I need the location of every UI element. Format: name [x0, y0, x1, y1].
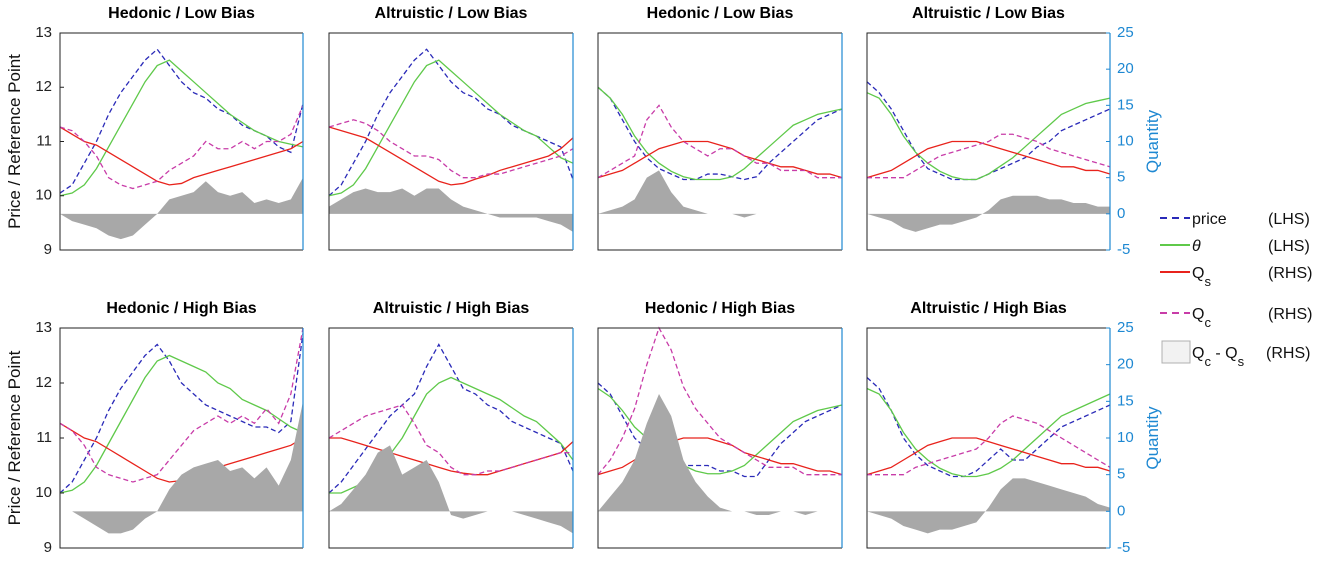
legend-label-part: s — [1204, 274, 1211, 289]
axis-frame — [866, 327, 1110, 549]
y2-tick-label: 10 — [1117, 132, 1134, 149]
series-line — [328, 59, 574, 197]
legend-side: (LHS) — [1268, 211, 1310, 228]
y2-tick-label: 25 — [1117, 319, 1134, 336]
difference-area — [329, 445, 573, 534]
series-line — [59, 126, 304, 186]
legend-swatch — [1161, 340, 1191, 364]
series-line — [867, 415, 1111, 476]
y-tick-label: 10 — [35, 484, 52, 501]
panel-title: Hedonic / High Bias — [106, 300, 256, 317]
series-line — [597, 86, 843, 181]
series-line — [866, 92, 1111, 181]
series-line — [328, 343, 574, 494]
legend-side: (LHS) — [1268, 238, 1310, 255]
legend-label: Qc - Qs — [1192, 345, 1245, 369]
difference-area — [60, 177, 303, 240]
series-line — [867, 133, 1111, 179]
legend-label-part: θ — [1192, 238, 1201, 255]
y2-axis-label: Quantity — [1143, 109, 1162, 173]
legend-side: (RHS) — [1268, 265, 1312, 282]
panel-title: Hedonic / Low Bias — [108, 5, 255, 22]
y-axis-label: Price / Reference Point — [5, 54, 24, 229]
legend-label-part: price — [1192, 211, 1227, 228]
y2-axis-label: Quantity — [1143, 406, 1162, 470]
y2-tick-label: 5 — [1117, 466, 1125, 483]
legend-label: Qs — [1192, 265, 1211, 289]
series-line — [597, 382, 843, 478]
difference-area — [598, 394, 842, 515]
y-axis-label: Price / Reference Point — [5, 350, 24, 525]
y2-tick-label: 10 — [1117, 429, 1134, 446]
y-tick-label: 12 — [35, 374, 52, 391]
series-line — [597, 104, 842, 179]
y2-tick-label: 15 — [1117, 392, 1134, 409]
axis-frame — [328, 32, 573, 251]
y-tick-label: 12 — [35, 78, 52, 95]
legend-label-part: s — [1238, 354, 1245, 369]
series-line — [329, 437, 574, 476]
series-line — [597, 387, 843, 475]
y2-tick-label: 25 — [1117, 24, 1134, 41]
y-tick-label: 11 — [36, 429, 52, 446]
y-tick-label: 9 — [44, 241, 52, 258]
series-line — [328, 404, 573, 476]
y2-tick-label: -5 — [1117, 539, 1130, 556]
series-line — [597, 326, 842, 476]
y-tick-label: 10 — [35, 187, 52, 204]
legend-label-part: - Q — [1211, 345, 1238, 362]
y-tick-label: 9 — [44, 539, 52, 556]
axis-frame — [597, 32, 842, 251]
y2-tick-label: 15 — [1117, 96, 1134, 113]
panel-title: Altruistic / Low Bias — [912, 5, 1065, 22]
series-line — [866, 81, 1111, 181]
series-line — [328, 119, 574, 179]
y2-tick-label: 0 — [1117, 502, 1125, 519]
y2-tick-label: 5 — [1117, 169, 1125, 186]
legend-label: θ — [1192, 238, 1201, 255]
panel-title: Altruistic / High Bias — [910, 300, 1067, 317]
series-line — [866, 377, 1111, 478]
series-line — [59, 59, 304, 197]
y-tick-label: 13 — [35, 24, 52, 41]
series-line — [328, 126, 574, 186]
series-line — [59, 105, 304, 190]
y-tick-label: 13 — [35, 319, 52, 336]
difference-area — [867, 195, 1110, 232]
series-line — [59, 333, 304, 494]
y2-tick-label: 20 — [1117, 60, 1134, 77]
legend-label: Qc — [1192, 306, 1211, 330]
panel-title: Altruistic / High Bias — [373, 300, 530, 317]
axis-frame — [866, 32, 1110, 251]
legend-side: (RHS) — [1266, 345, 1310, 362]
panel-title: Hedonic / High Bias — [645, 300, 795, 317]
series-line — [59, 354, 304, 494]
y2-tick-label: 0 — [1117, 205, 1125, 222]
series-line — [866, 437, 1111, 476]
series-line — [866, 140, 1111, 179]
series-line — [59, 327, 304, 483]
legend-label: price — [1192, 211, 1227, 228]
series-line — [597, 86, 843, 181]
y2-tick-label: 20 — [1117, 356, 1134, 373]
panel-title: Altruistic / Low Bias — [375, 5, 528, 22]
y-tick-label: 11 — [36, 132, 52, 149]
axis-frame — [328, 327, 573, 549]
y2-tick-label: -5 — [1117, 241, 1130, 258]
difference-area — [598, 170, 842, 218]
legend-label-part: c — [1204, 315, 1211, 330]
legend-side: (RHS) — [1268, 306, 1312, 323]
legend-label-part: Q — [1192, 265, 1204, 282]
difference-area — [329, 188, 573, 232]
legend-label-part: Q — [1192, 306, 1204, 323]
difference-area — [60, 401, 303, 534]
legend-label-part: c — [1204, 354, 1211, 369]
panel-title: Hedonic / Low Bias — [647, 5, 794, 22]
axis-frame — [597, 327, 842, 549]
series-line — [866, 387, 1111, 478]
legend-label-part: Q — [1192, 345, 1204, 362]
difference-area — [867, 478, 1110, 534]
series-line — [597, 140, 843, 179]
